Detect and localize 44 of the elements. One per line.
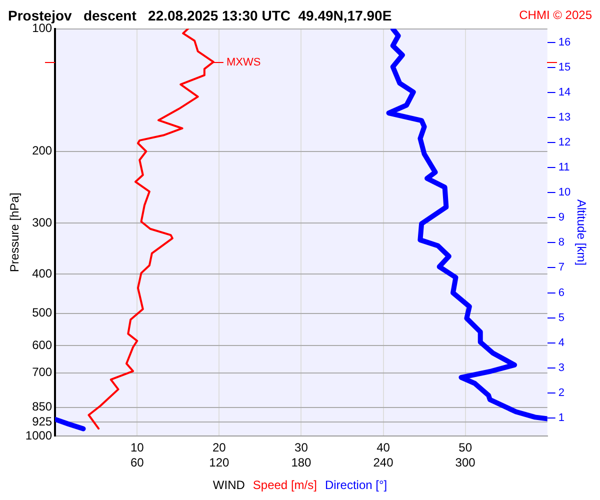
x-tick-label: 50 xyxy=(458,440,472,454)
y2-tick-label: 1 xyxy=(558,412,564,424)
y-tick-label: 300 xyxy=(32,215,52,230)
y2-tick-label: 3 xyxy=(558,362,564,374)
text: Speed [m/s] xyxy=(252,478,317,492)
y2-tick-label: 6 xyxy=(558,286,564,299)
y-tick-label: 850 xyxy=(32,400,52,414)
y2-tick-label: 7 xyxy=(558,262,564,274)
y-tick-label: 200 xyxy=(32,144,52,158)
y2-tick-label: 10 xyxy=(558,186,571,199)
y2-tick-label: 14 xyxy=(558,86,571,98)
y-tick-label: 400 xyxy=(32,266,52,280)
y2-tick-label: 16 xyxy=(558,36,571,48)
y2-tick-label: 13 xyxy=(558,111,571,124)
y2-tick-label: 9 xyxy=(558,212,564,224)
y-axis-title: Pressure [hPa] xyxy=(8,192,22,272)
x2-tick-label: 240 xyxy=(373,455,394,470)
y2-tick-label: 15 xyxy=(558,61,571,74)
x-tick-label: 10 xyxy=(130,440,144,454)
y-tick-label: 100 xyxy=(32,21,52,36)
y2-tick-label: 2 xyxy=(558,386,564,399)
y2-tick-label: 8 xyxy=(558,236,564,249)
text: CHMI © 2025 xyxy=(519,8,592,22)
text: Direction [°] xyxy=(324,478,388,492)
y-tick-label: 1000 xyxy=(25,428,52,442)
chart-title: Prostejov descent 22.08.2025 13:30 UTC 49.49N,17.90E xyxy=(8,7,392,24)
y2-tick-label: 11 xyxy=(558,162,570,174)
y2-tick-label: 5 xyxy=(558,312,564,324)
x2-tick-label: 120 xyxy=(209,455,230,470)
annotation: MXWS xyxy=(226,56,261,69)
x-tick-label: 40 xyxy=(376,440,390,454)
y-tick-label: 500 xyxy=(32,306,52,320)
x2-tick-label: 60 xyxy=(130,455,144,470)
y-tick-label: 700 xyxy=(32,365,52,380)
x-axis-title: WIND xyxy=(212,478,245,492)
x2-tick-label: 300 xyxy=(455,455,476,470)
y-tick-label: 925 xyxy=(32,414,52,429)
x-tick-label: 30 xyxy=(294,440,308,454)
y-tick-label: 600 xyxy=(32,338,52,352)
x-tick-label: 20 xyxy=(212,440,226,454)
x2-tick-label: 180 xyxy=(291,455,312,470)
y2-tick-label: 4 xyxy=(558,336,564,349)
y2-axis-title: Altitude [km] xyxy=(574,199,588,266)
y2-tick-label: 12 xyxy=(558,136,571,149)
